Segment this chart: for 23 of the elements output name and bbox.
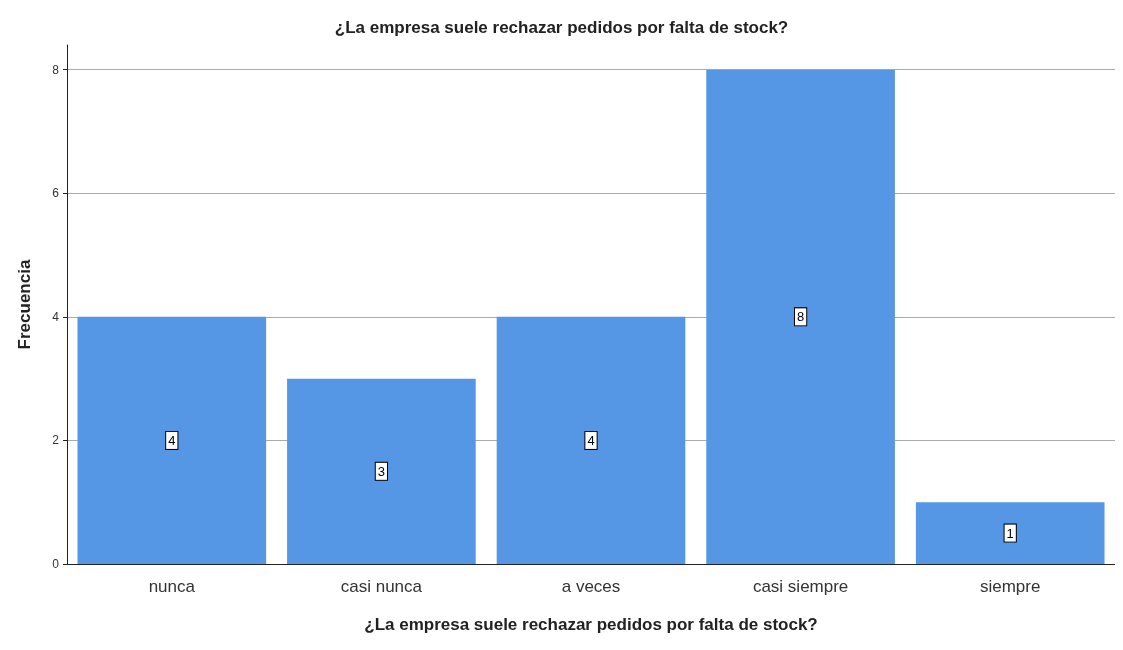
y-tick-label: 4 [52, 309, 60, 324]
x-tick-label: casi nunca [340, 577, 423, 596]
data-label: 3 [377, 463, 386, 479]
y-axis-title: Frecuencia [15, 259, 34, 350]
x-axis-title: ¿La empresa suele rechazar pedidos por falta de stock? [364, 615, 818, 634]
chart-title: ¿La empresa suele rechazar pedidos por falta de stock? [334, 18, 789, 37]
bar [706, 69, 895, 564]
x-tick-label: siempre [979, 577, 1041, 596]
x-tick-label: casi siempre [752, 577, 849, 596]
x-tick-label: nunca [148, 577, 196, 596]
bar [915, 502, 1105, 564]
data-label: 4 [168, 432, 176, 448]
y-tick-label: 2 [52, 433, 60, 448]
y-tick-label: 6 [52, 186, 60, 201]
data-label: 1 [1006, 525, 1014, 541]
bar [77, 316, 267, 564]
x-tick-label: a veces [561, 577, 621, 596]
y-tick-label: 0 [52, 557, 60, 571]
y-tick-label: 8 [52, 62, 60, 77]
data-label: 4 [587, 432, 595, 448]
bar [496, 316, 686, 564]
bar [287, 378, 476, 564]
data-label: 8 [796, 309, 805, 325]
